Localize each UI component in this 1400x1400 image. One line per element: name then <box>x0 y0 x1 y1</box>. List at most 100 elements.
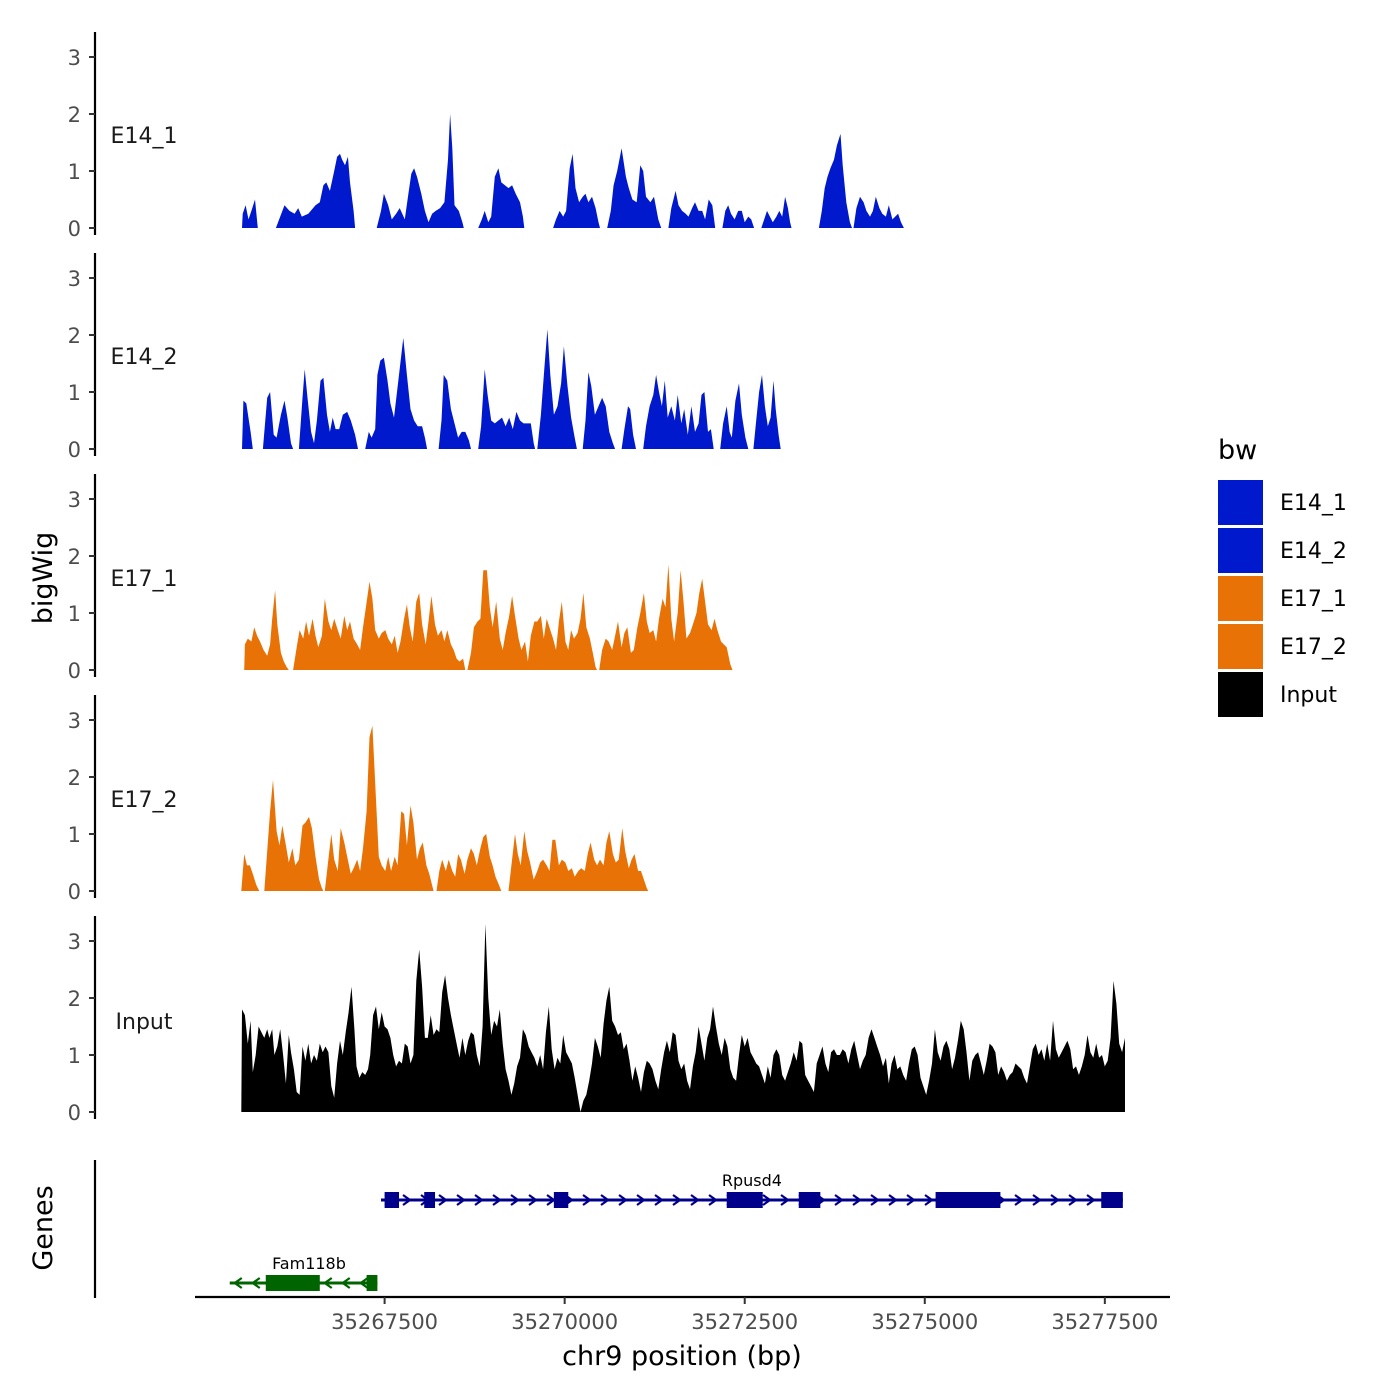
strand-arrow <box>924 1194 934 1206</box>
strand-arrow <box>232 1277 243 1289</box>
strand-arrow <box>852 1194 862 1206</box>
legend-swatch <box>1218 480 1263 525</box>
gene-exon <box>726 1192 763 1208</box>
bigwig-tracks: 0 1 2 3 E14_1 0 1 2 3 E14_2 0 1 2 3 E17_1 0 1 2 3 E17_2 0 1 2 3… <box>68 32 1126 1125</box>
area-e17-1 <box>244 564 733 670</box>
area-e14-1 <box>242 114 904 228</box>
legend: bw E14_1 E14_2 E17_1 E17_2 Input <box>1218 435 1347 717</box>
strand-arrow <box>528 1194 538 1206</box>
gene-exon <box>366 1275 378 1291</box>
x-tick-label: 35277500 <box>1051 1310 1158 1334</box>
track-label: E17_1 <box>111 567 178 592</box>
y-tick-label: 2 <box>68 324 81 348</box>
track-label: E14_2 <box>111 345 178 370</box>
gene-exon <box>424 1192 436 1208</box>
track-e17-2: 0 1 2 3 E17_2 <box>68 695 649 904</box>
y-tick-label: 0 <box>68 1101 81 1125</box>
y-tick-label: 2 <box>68 766 81 790</box>
x-tick-label: 35275000 <box>871 1310 978 1334</box>
area-input <box>241 923 1126 1112</box>
track-label: E14_1 <box>111 124 178 149</box>
strand-arrow <box>834 1194 844 1206</box>
legend-swatch <box>1218 576 1263 621</box>
track-input: 0 1 2 3 Input <box>68 916 1126 1125</box>
strand-arrow <box>510 1194 520 1206</box>
strand-arrow <box>340 1277 351 1289</box>
gene-exon <box>1101 1192 1123 1208</box>
gene-rpusd4: Rpusd4 <box>381 1171 1123 1208</box>
strand-arrow <box>906 1194 916 1206</box>
strand-arrow <box>654 1194 664 1206</box>
y-tick-label: 1 <box>68 1044 81 1068</box>
track-e14-2: 0 1 2 3 E14_2 <box>68 253 781 462</box>
y-tick-label: 3 <box>68 267 81 291</box>
genes-axis-title: Genes <box>28 1185 59 1270</box>
strand-arrow <box>870 1194 880 1206</box>
strand-arrow <box>1086 1194 1096 1206</box>
gene-exon <box>798 1192 821 1208</box>
gene-label: Rpusd4 <box>722 1171 782 1190</box>
y-tick-label: 2 <box>68 545 81 569</box>
legend-swatch <box>1218 672 1263 717</box>
strand-arrow <box>690 1194 700 1206</box>
area-e17-2 <box>241 725 649 891</box>
legend-swatch <box>1218 624 1263 669</box>
x-tick-label: 35272500 <box>691 1310 798 1334</box>
strand-arrow <box>456 1194 466 1206</box>
y-tick-label: 1 <box>68 602 81 626</box>
y-tick-label: 0 <box>68 217 81 241</box>
track-label: Input <box>116 1010 173 1035</box>
y-tick-label: 3 <box>68 709 81 733</box>
gene-exon <box>935 1192 1001 1208</box>
strand-arrow <box>888 1194 898 1206</box>
strand-arrow <box>474 1194 484 1206</box>
strand-arrow <box>582 1194 592 1206</box>
y-tick-label: 1 <box>68 823 81 847</box>
gene-exon <box>265 1275 320 1291</box>
y-tick-label: 2 <box>68 103 81 127</box>
strand-arrow <box>438 1194 448 1206</box>
strand-arrow <box>1068 1194 1078 1206</box>
strand-arrow <box>636 1194 646 1206</box>
strand-arrow <box>1014 1194 1024 1206</box>
y-tick-label: 2 <box>68 987 81 1011</box>
y-tick-label: 0 <box>68 438 81 462</box>
track-label: E17_2 <box>111 788 178 813</box>
strand-arrow <box>708 1194 718 1206</box>
y-tick-label: 1 <box>68 381 81 405</box>
legend-label: Input <box>1280 683 1337 708</box>
legend-title: bw <box>1218 435 1257 466</box>
y-tick-label: 0 <box>68 659 81 683</box>
strand-arrow <box>322 1277 333 1289</box>
gene-fam118b: Fam118b <box>229 1254 378 1291</box>
y-tick-label: 1 <box>68 160 81 184</box>
strand-arrow <box>1032 1194 1042 1206</box>
x-axis-title: chr9 position (bp) <box>562 1341 802 1372</box>
y-tick-label: 3 <box>68 488 81 512</box>
gene-exon <box>384 1192 400 1208</box>
x-tick-label: 35267500 <box>331 1310 438 1334</box>
strand-arrow <box>250 1277 261 1289</box>
strand-arrow <box>672 1194 682 1206</box>
y-tick-label: 3 <box>68 930 81 954</box>
y-tick-label: 0 <box>68 880 81 904</box>
strand-arrow <box>762 1194 772 1206</box>
strand-arrow <box>492 1194 502 1206</box>
legend-label: E14_2 <box>1280 539 1347 564</box>
x-axis: 35267500 35270000 35272500 35275000 35277500 <box>195 1295 1170 1334</box>
strand-arrow <box>358 1277 369 1289</box>
area-e14-2 <box>242 329 781 449</box>
legend-label: E17_1 <box>1280 587 1347 612</box>
legend-label: E17_2 <box>1280 635 1347 660</box>
gene-exon <box>553 1192 569 1208</box>
legend-label: E14_1 <box>1280 491 1347 516</box>
gene-track: Rpusd4 Fam118b <box>93 1160 1123 1298</box>
strand-arrow <box>1050 1194 1060 1206</box>
strand-arrow <box>600 1194 610 1206</box>
track-e17-1: 0 1 2 3 E17_1 <box>68 474 733 683</box>
legend-swatch <box>1218 528 1263 573</box>
strand-arrow <box>618 1194 628 1206</box>
x-tick-label: 35270000 <box>511 1310 618 1334</box>
y-axis-title: bigWig <box>28 532 59 625</box>
